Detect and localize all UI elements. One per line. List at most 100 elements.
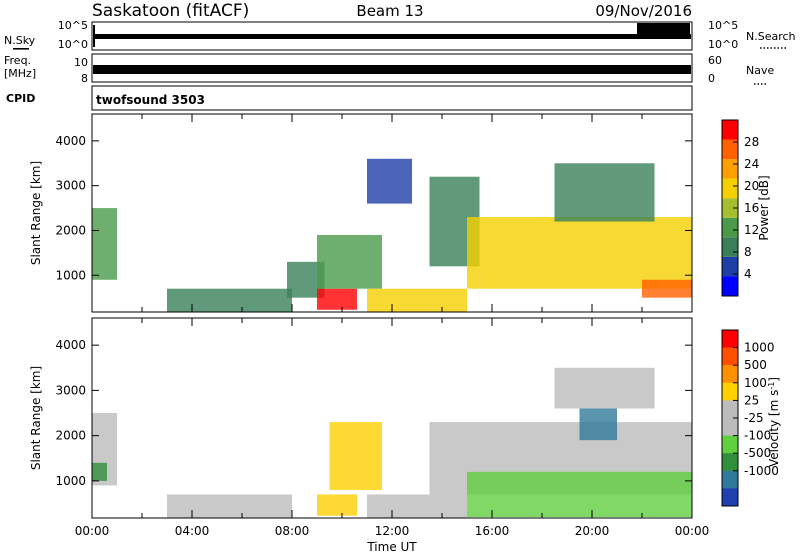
- velocity-colorbar-tick-label: 500: [744, 358, 767, 372]
- noise-spike-start: [93, 25, 95, 47]
- power-echo-region: [467, 217, 692, 289]
- beam-title: Beam 13: [356, 2, 423, 20]
- power-colorbar-tick-label: 4: [744, 267, 752, 281]
- cpid-panel-frame: [91, 85, 693, 111]
- station-title: Saskatoon (fitACF): [92, 1, 249, 21]
- freq-tick-bottom: 8: [81, 72, 88, 85]
- velocity-colorbar-tick-label: -500: [744, 446, 771, 460]
- nave-tick-bottom: 0: [708, 72, 715, 85]
- velocity-colorbar-tick-label: 25: [744, 393, 759, 407]
- power-echo-region: [367, 158, 412, 204]
- power-ytick-label: 2000: [55, 223, 86, 237]
- power-colorbar-segment: [722, 120, 738, 140]
- xtick-label: 08:00: [275, 524, 310, 538]
- velocity-colorbar-segment-top: [722, 418, 738, 436]
- freq-tick-top: 10: [74, 56, 88, 69]
- velocity-colorbar-label-prefix: Velocity [m s: [767, 390, 781, 467]
- power-ytick-label: 3000: [55, 179, 86, 193]
- noise-tick-right-bottom: 10^0: [708, 38, 738, 51]
- velocity-colorbar-segment-top: [722, 347, 738, 366]
- freq-trace: [93, 65, 691, 74]
- power-colorbar-segment: [722, 198, 738, 218]
- xtick-label: 00:00: [75, 524, 110, 538]
- noise-tick-left-top: 10^5: [58, 19, 88, 32]
- power-colorbar-tick-label: 28: [744, 135, 759, 149]
- noise-trace-band: [93, 34, 691, 39]
- power-colorbar-tick-label: 20: [744, 179, 759, 193]
- velocity-echo-region: [554, 367, 655, 409]
- velocity-echo-region: [329, 422, 382, 490]
- power-colorbar-tick-label: 24: [744, 157, 759, 171]
- xtick-label: 00:00: [675, 524, 710, 538]
- power-echo-region: [317, 234, 382, 289]
- power-colorbar-segment: [722, 217, 738, 238]
- power-echo-region: [92, 208, 117, 280]
- velocity-colorbar-segment-top: [722, 488, 738, 506]
- xtick-label: 20:00: [575, 524, 610, 538]
- velocity-ytick-label: 3000: [55, 383, 86, 397]
- freq-panel-frame: [91, 53, 693, 83]
- power-echo-region: [367, 288, 467, 312]
- velocity-colorbar-segment-top: [722, 400, 738, 418]
- nsky-legend-line: [13, 48, 29, 50]
- velocity-echo-region: [317, 494, 357, 516]
- power-colorbar-segment: [722, 139, 738, 160]
- power-colorbar-segment: [722, 178, 738, 199]
- velocity-colorbar: 1000 500 100 25 -25 -100 -500 -1000: [721, 329, 779, 507]
- power-colorbar-label: Power [dB]: [757, 175, 771, 240]
- velocity-colorbar-segment-top: [722, 470, 738, 489]
- velocity-colorbar-tick-label: -1000: [744, 464, 779, 478]
- power-colorbar-segment: [722, 256, 738, 277]
- velocity-colorbar-tick-label: -25: [744, 411, 764, 425]
- velocity-ylabel: Slant Range [km]: [29, 366, 43, 470]
- power-ytick-label: 4000: [55, 134, 86, 148]
- power-echo-region: [642, 279, 692, 298]
- power-colorbar: 28 24 20 16 12 8 4: [721, 119, 759, 297]
- velocity-colorbar-segment-top: [722, 365, 738, 383]
- velocity-colorbar-tick-label: -100: [744, 429, 771, 443]
- noise-tick-left-bottom: 10^0: [58, 38, 88, 51]
- velocity-echo-region: [579, 408, 617, 441]
- date-title: 09/Nov/2016: [595, 2, 692, 20]
- velocity-echoes: [92, 367, 692, 518]
- velocity-echo-region: [92, 462, 107, 481]
- nsky-label: N.Sky: [4, 34, 36, 47]
- x-axis-label: Time UT: [366, 540, 417, 554]
- noise-trace: [93, 23, 691, 47]
- noise-tick-right-top: 10^5: [708, 19, 738, 32]
- velocity-echo-region: [367, 494, 467, 518]
- velocity-colorbar-label-exponent: -1: [767, 382, 776, 390]
- power-echo-region: [317, 288, 357, 310]
- xtick-label: 16:00: [475, 524, 510, 538]
- velocity-ticks: 4000 3000 2000 1000 00:00 04:00 08:00 12:00 16:0…: [55, 318, 709, 538]
- power-colorbar-segment: [722, 237, 738, 257]
- nave-tick-top: 60: [708, 54, 722, 67]
- velocity-ytick-label: 1000: [55, 474, 86, 488]
- power-colorbar-segment: [722, 276, 738, 296]
- power-colorbar-tick-label: 16: [744, 201, 759, 215]
- power-echo-region: [167, 288, 292, 312]
- noise-spike-late: [637, 23, 690, 35]
- velocity-colorbar-tick-label: 1000: [744, 341, 775, 355]
- freq-label: Freq.: [4, 54, 31, 67]
- velocity-echo-region: [167, 494, 292, 518]
- nsearch-label: N.Search: [746, 30, 796, 43]
- cpid-text: twofsound 3503: [96, 93, 205, 107]
- noise-panel-frame: [91, 21, 693, 51]
- xtick-label: 12:00: [375, 524, 410, 538]
- power-colorbar-segment: [722, 159, 738, 179]
- velocity-ytick-label: 2000: [55, 429, 86, 443]
- power-ticks: 4000 3000 2000 1000: [55, 114, 693, 312]
- velocity-colorbar-segment-top: [722, 453, 738, 471]
- velocity-colorbar-segment-top: [722, 435, 738, 454]
- velocity-colorbar-label-suffix: ]: [767, 377, 781, 382]
- power-ylabel: Slant Range [km]: [29, 161, 43, 265]
- nave-label: Nave: [746, 64, 774, 77]
- velocity-ytick-label: 4000: [55, 338, 86, 352]
- velocity-colorbar-label: Velocity [m s-1]: [767, 377, 781, 467]
- power-echo-region: [554, 163, 655, 222]
- velocity-echo-region: [467, 471, 692, 518]
- power-echoes: [92, 158, 692, 312]
- velocity-colorbar-tick-label: 100: [744, 376, 767, 390]
